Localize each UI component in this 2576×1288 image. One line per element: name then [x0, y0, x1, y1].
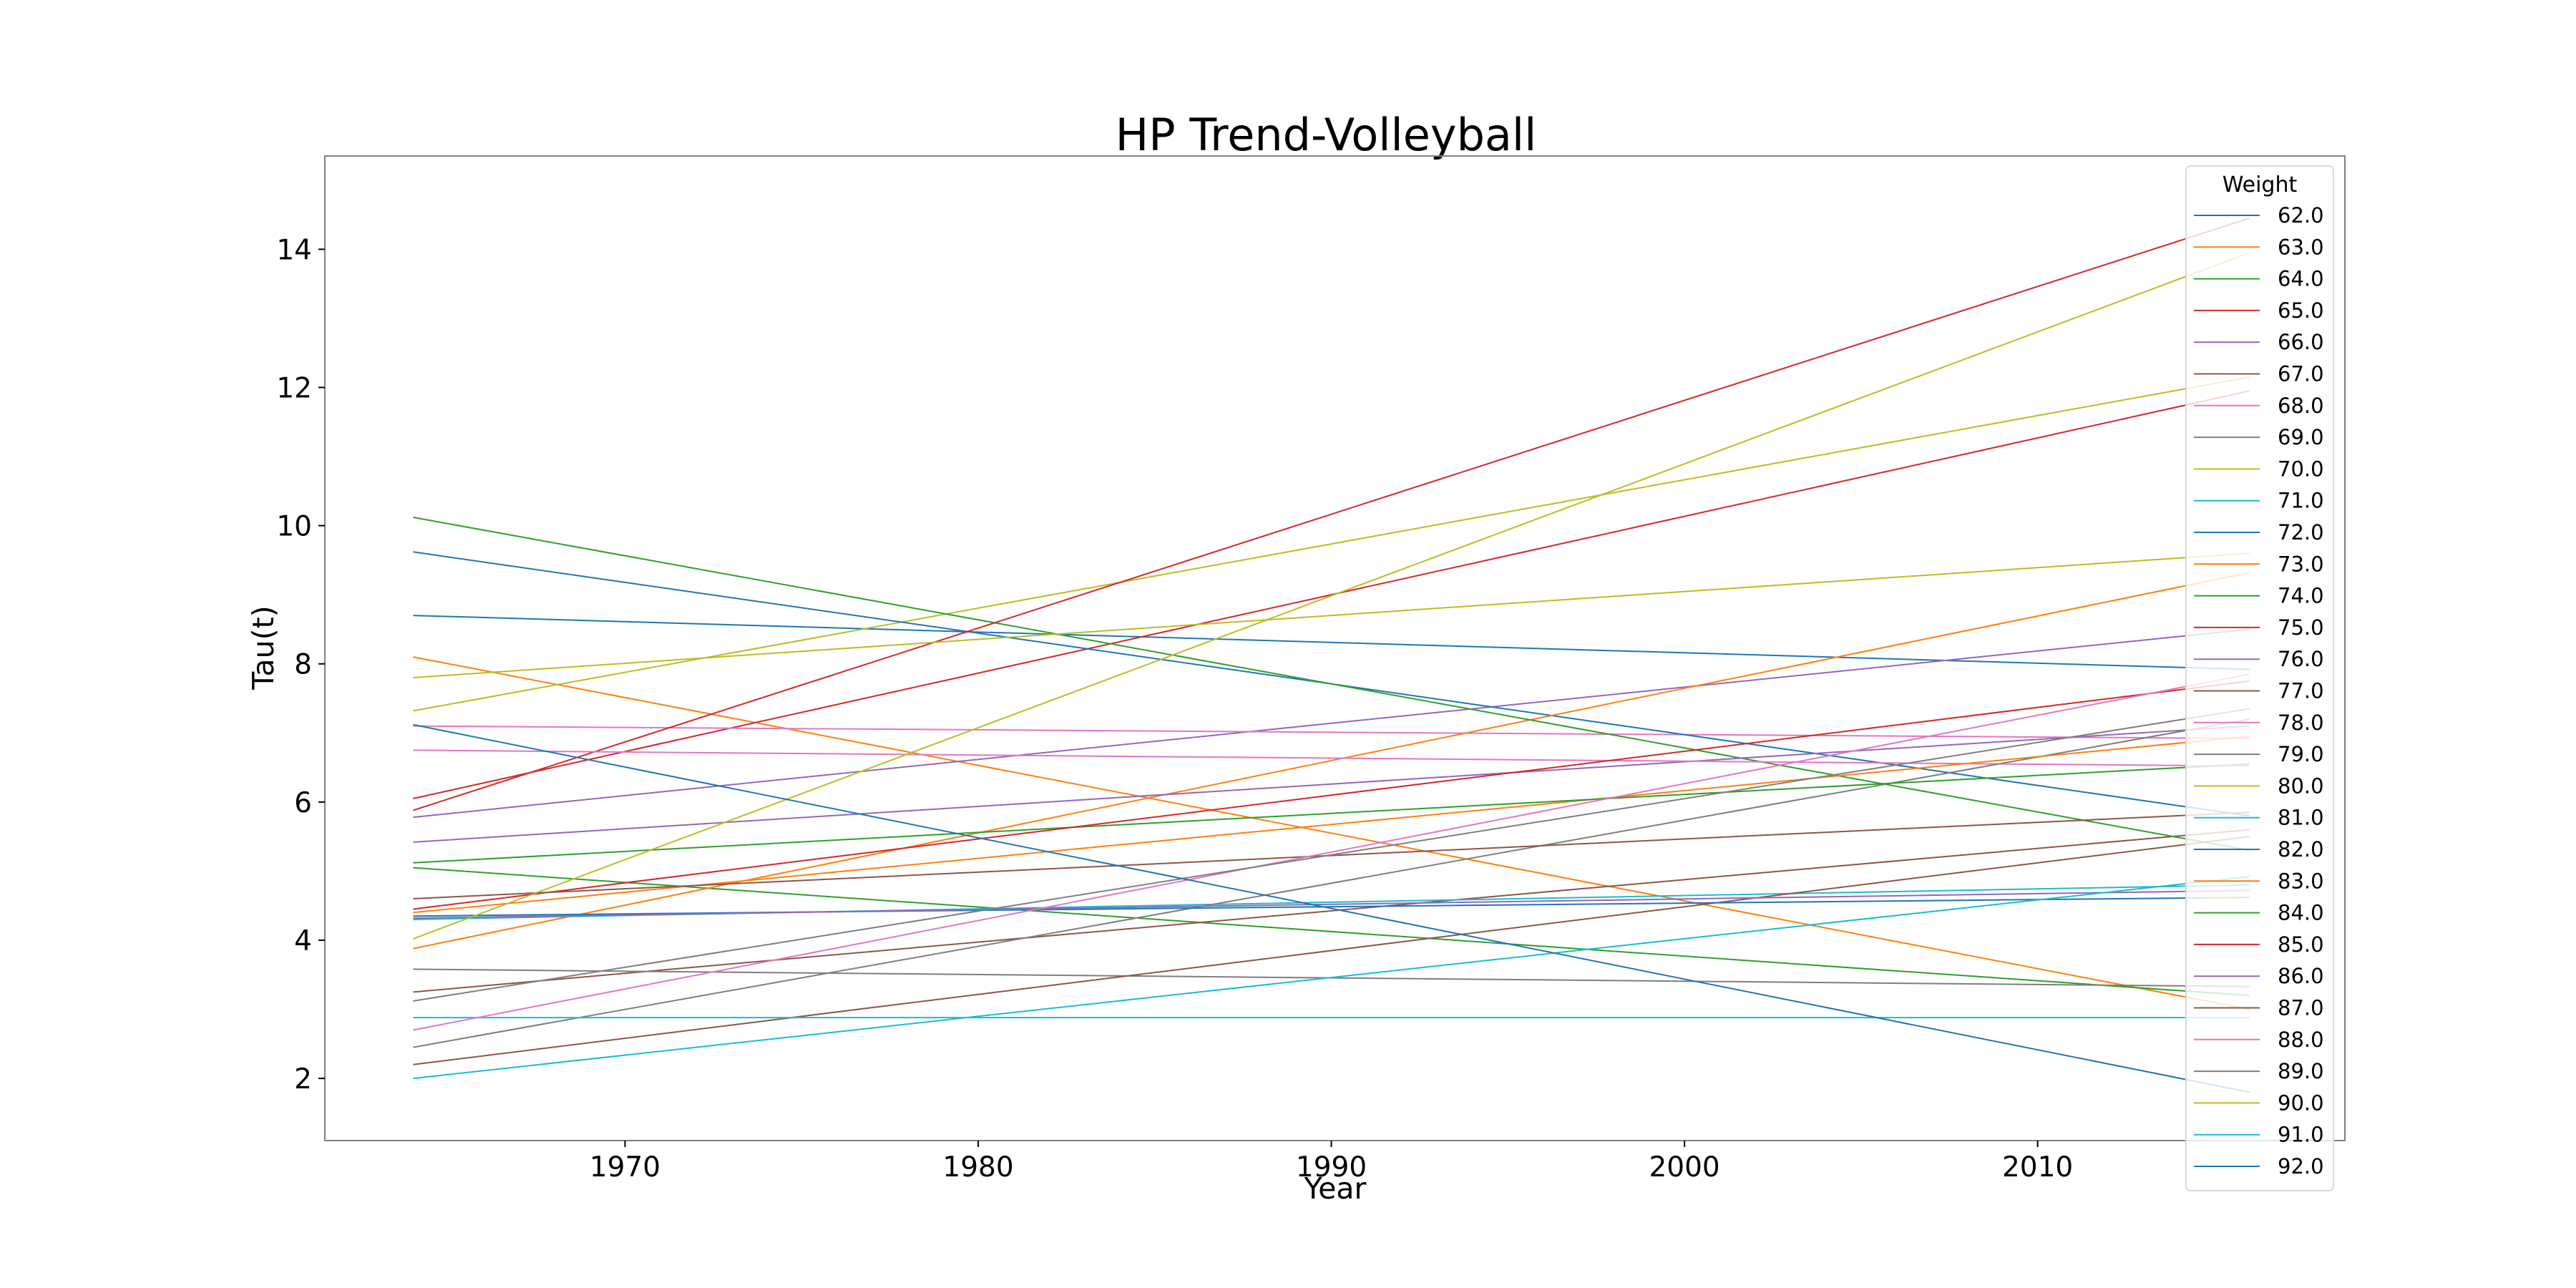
x-axis-label: Year [1304, 1171, 1367, 1206]
series-line-86-0 [413, 889, 2250, 919]
series-line-76-0 [413, 725, 2250, 843]
legend: Weight 62.0 63.0 64.0 65.0 66.0 67.0 68.0 69.0 7… [2185, 165, 2334, 1191]
x-tick-label: 2010 [2002, 1151, 2073, 1184]
legend-label: 81.0 [2278, 806, 2324, 830]
legend-label: 89.0 [2278, 1059, 2324, 1083]
legend-box [2185, 165, 2334, 1191]
legend-items: 62.0 63.0 64.0 65.0 66.0 67.0 68.0 69.0 70.0 71.0… [2194, 203, 2324, 1179]
legend-label: 88.0 [2278, 1028, 2324, 1052]
series-line-63-0 [413, 656, 2250, 1010]
series-lines [413, 217, 2250, 1093]
legend-label: 66.0 [2278, 330, 2324, 354]
series-line-73-0 [413, 572, 2250, 950]
legend-label: 70.0 [2278, 457, 2324, 481]
series-line-70-0 [413, 376, 2250, 712]
legend-label: 84.0 [2278, 901, 2324, 925]
legend-label: 83.0 [2278, 869, 2324, 893]
legend-label: 67.0 [2278, 362, 2324, 386]
legend-label: 77.0 [2278, 679, 2324, 703]
x-tick-label: 1980 [942, 1151, 1013, 1184]
series-line-88-0 [413, 673, 2250, 1031]
legend-label: 73.0 [2278, 552, 2324, 576]
legend-label: 72.0 [2278, 520, 2324, 545]
legend-label: 90.0 [2278, 1091, 2324, 1115]
series-line-75-0 [413, 217, 2250, 811]
y-axis-ticks: 2 4 6 8 10 12 14 [276, 234, 325, 1096]
legend-label: 85.0 [2278, 932, 2324, 957]
legend-label: 68.0 [2278, 394, 2324, 418]
y-tick-label: 4 [294, 925, 312, 957]
legend-label: 80.0 [2278, 774, 2324, 798]
series-line-80-0 [413, 552, 2250, 678]
legend-label: 91.0 [2278, 1123, 2324, 1147]
y-tick-label: 10 [276, 511, 312, 543]
y-axis-label: Tau(t) [246, 605, 280, 690]
legend-title: Weight [2223, 172, 2298, 197]
series-line-64-0 [413, 867, 2250, 997]
chart-title: HP Trend-Volleyball [1116, 109, 1537, 161]
legend-label: 76.0 [2278, 647, 2324, 671]
legend-label: 86.0 [2278, 964, 2324, 988]
y-tick-label: 8 [294, 649, 312, 681]
y-tick-label: 2 [294, 1063, 312, 1096]
series-line-79-0 [413, 718, 2250, 1048]
legend-label: 78.0 [2278, 711, 2324, 735]
series-line-74-0 [413, 517, 2250, 852]
legend-label: 82.0 [2278, 837, 2324, 862]
series-line-65-0 [413, 390, 2250, 799]
legend-label: 65.0 [2278, 298, 2324, 323]
legend-label: 92.0 [2278, 1154, 2324, 1179]
legend-label: 62.0 [2278, 203, 2324, 228]
y-tick-label: 12 [276, 372, 312, 404]
legend-label: 74.0 [2278, 584, 2324, 608]
series-line-67-0 [413, 829, 2250, 993]
legend-label: 75.0 [2278, 615, 2324, 640]
legend-label: 71.0 [2278, 489, 2324, 513]
y-tick-label: 14 [276, 234, 312, 266]
series-line-77-0 [413, 836, 2250, 1065]
series-line-91-0 [413, 876, 2250, 1080]
plot-frame [324, 155, 2346, 1141]
series-line-85-0 [413, 680, 2250, 910]
series-line-89-0 [413, 708, 2250, 1002]
x-axis-ticks: 1970 1980 1990 2000 2010 [590, 1141, 2073, 1184]
legend-label: 64.0 [2278, 267, 2324, 291]
legend-label: 69.0 [2278, 425, 2324, 449]
series-line-84-0 [413, 763, 2250, 864]
series-line-83-0 [413, 736, 2250, 914]
legend-label: 87.0 [2278, 996, 2324, 1020]
series-line-92-0 [413, 723, 2250, 1093]
x-tick-label: 1990 [1296, 1151, 1367, 1184]
x-tick-label: 1970 [590, 1151, 660, 1184]
x-tick-label: 2000 [1649, 1151, 1719, 1184]
series-line-68-0 [413, 725, 2250, 739]
series-line-90-0 [413, 252, 2250, 940]
y-tick-label: 6 [294, 787, 312, 819]
legend-label: 63.0 [2278, 235, 2324, 259]
legend-label: 79.0 [2278, 742, 2324, 766]
series-line-66-0 [413, 628, 2250, 819]
series-line-78-0 [413, 749, 2250, 767]
